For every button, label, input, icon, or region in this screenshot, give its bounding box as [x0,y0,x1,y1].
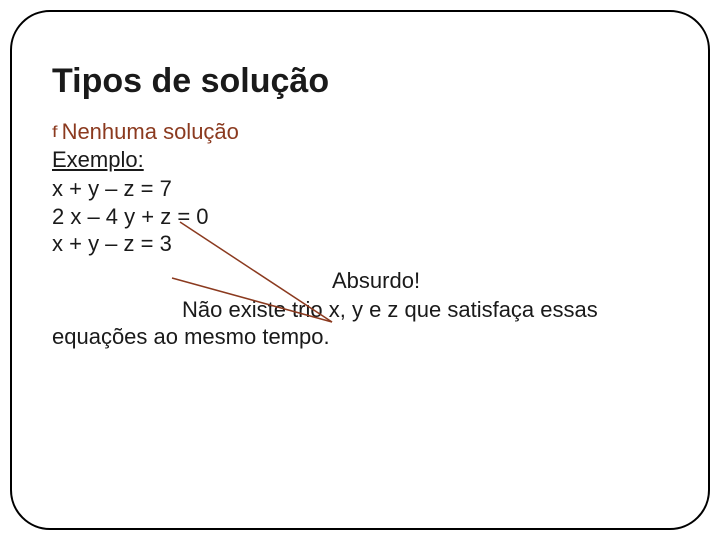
explanation-line-2: equações ao mesmo tempo. [52,324,330,349]
example-label: Exemplo: [52,147,668,173]
equation-1: x + y – z = 7 [52,175,668,203]
explanation-text: Não existe trio x, y e z que satisfaça e… [52,296,668,351]
bullet-item: f Nenhuma solução [52,119,668,145]
explanation-line-1: Não existe trio x, y e z que satisfaça e… [182,296,598,324]
slide-title: Tipos de solução [52,62,668,101]
equation-2: 2 x – 4 y + z = 0 [52,203,668,231]
equation-3: x + y – z = 3 [52,230,668,258]
bullet-text: Nenhuma solução [62,119,239,145]
bullet-icon: f [52,124,58,140]
absurdo-label: Absurdo! [332,268,668,294]
slide-frame: Tipos de solução f Nenhuma solução Exemp… [10,10,710,530]
